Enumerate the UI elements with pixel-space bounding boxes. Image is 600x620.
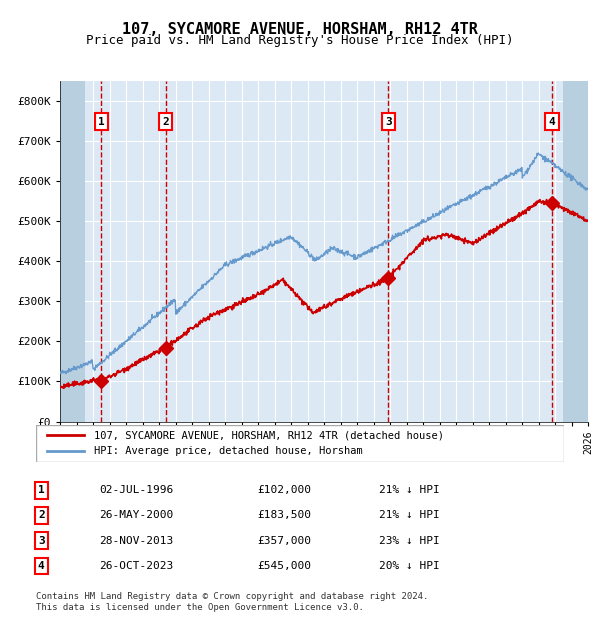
Text: 21% ↓ HPI: 21% ↓ HPI [379, 510, 440, 520]
Text: HPI: Average price, detached house, Horsham: HPI: Average price, detached house, Hors… [94, 446, 363, 456]
Text: 1: 1 [38, 485, 44, 495]
FancyBboxPatch shape [36, 425, 564, 462]
Text: 4: 4 [38, 561, 44, 571]
Text: 1: 1 [98, 117, 104, 126]
Text: 2: 2 [38, 510, 44, 520]
Text: 26-OCT-2023: 26-OCT-2023 [100, 561, 173, 571]
Text: 107, SYCAMORE AVENUE, HORSHAM, RH12 4TR (detached house): 107, SYCAMORE AVENUE, HORSHAM, RH12 4TR … [94, 430, 444, 440]
Text: Contains HM Land Registry data © Crown copyright and database right 2024.
This d: Contains HM Land Registry data © Crown c… [36, 592, 428, 611]
Text: 3: 3 [385, 117, 392, 126]
Text: 4: 4 [548, 117, 556, 126]
Text: £102,000: £102,000 [258, 485, 312, 495]
Text: 107, SYCAMORE AVENUE, HORSHAM, RH12 4TR: 107, SYCAMORE AVENUE, HORSHAM, RH12 4TR [122, 22, 478, 37]
Text: 3: 3 [38, 536, 44, 546]
Text: 02-JUL-1996: 02-JUL-1996 [100, 485, 173, 495]
Text: 2: 2 [162, 117, 169, 126]
Text: 23% ↓ HPI: 23% ↓ HPI [379, 536, 440, 546]
Text: 21% ↓ HPI: 21% ↓ HPI [379, 485, 440, 495]
Text: Price paid vs. HM Land Registry's House Price Index (HPI): Price paid vs. HM Land Registry's House … [86, 34, 514, 47]
Bar [60, 81, 85, 422]
Text: 20% ↓ HPI: 20% ↓ HPI [379, 561, 440, 571]
Text: £357,000: £357,000 [258, 536, 312, 546]
Bar [563, 81, 588, 422]
Text: 28-NOV-2013: 28-NOV-2013 [100, 536, 173, 546]
Text: £183,500: £183,500 [258, 510, 312, 520]
Text: 26-MAY-2000: 26-MAY-2000 [100, 510, 173, 520]
Text: £545,000: £545,000 [258, 561, 312, 571]
